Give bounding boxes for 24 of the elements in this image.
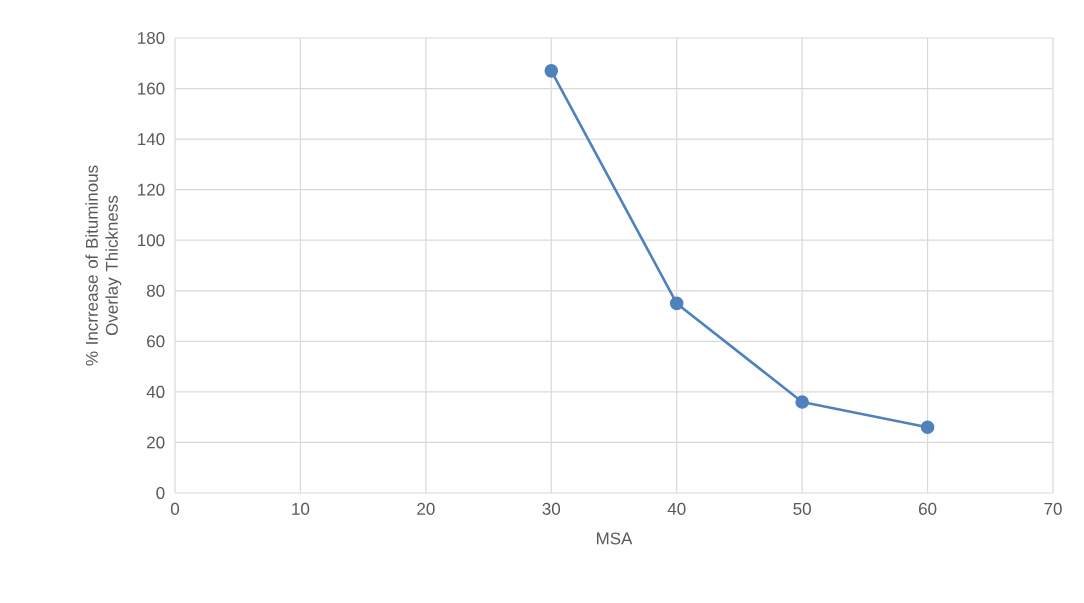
point: [544, 64, 559, 78]
point: [669, 296, 684, 311]
x-tick-label: 0: [170, 502, 180, 515]
x-tick-label: 50: [793, 502, 811, 515]
y-axis-title: % Incrrease of Bituminous Overlay Thickness: [85, 165, 122, 366]
y-tick-label: 180: [138, 31, 165, 45]
y-tick-label: 0: [156, 486, 165, 500]
y-tick-label: 160: [138, 82, 165, 95]
x-tick-label: 40: [667, 502, 686, 515]
x-tick-label: 30: [542, 502, 561, 515]
x-tick-label: 60: [918, 502, 937, 515]
x-tick-label: 10: [292, 502, 310, 515]
y-tick-label: 40: [146, 385, 165, 398]
x-tick-label: 20: [417, 502, 435, 515]
x-axis-title: MSA: [596, 532, 633, 545]
y-tick-label: 140: [138, 133, 165, 146]
y-tick-label: 80: [146, 284, 165, 297]
point: [920, 420, 935, 435]
point: [795, 395, 809, 409]
y-tick-label: 60: [147, 335, 165, 348]
y-tick-label: 20: [147, 436, 165, 449]
x-tick-label: 70: [1044, 502, 1062, 515]
y-tick-label: 120: [138, 183, 165, 196]
y-tick-label: 100: [138, 234, 165, 247]
